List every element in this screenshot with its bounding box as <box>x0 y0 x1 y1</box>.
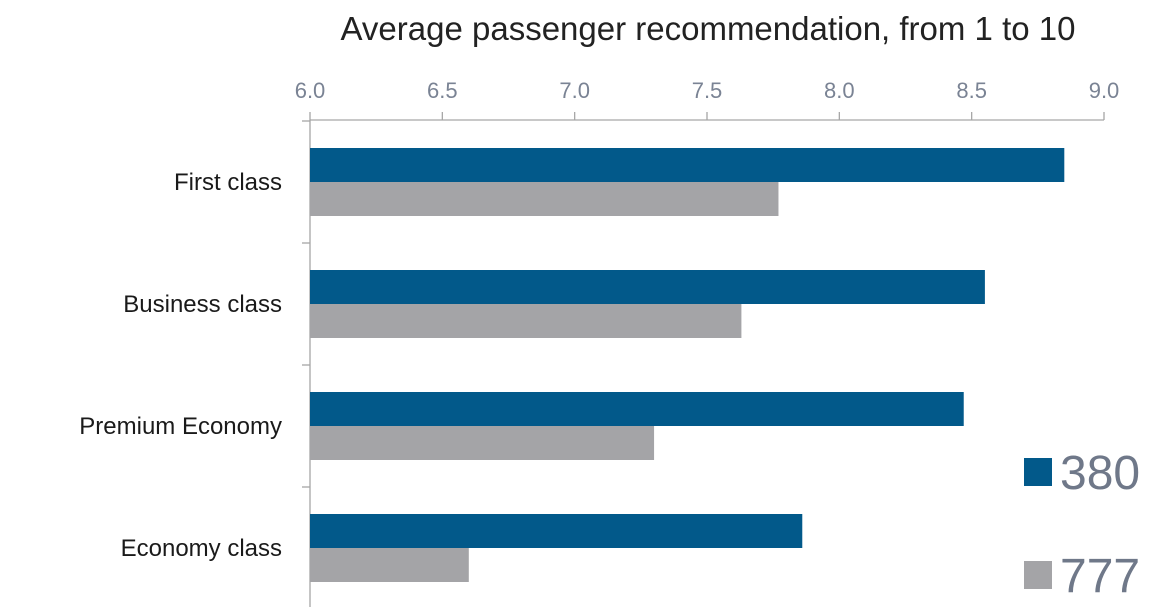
bar-380-premium-economy <box>310 392 964 426</box>
bar-777-premium-economy <box>310 426 655 460</box>
legend: 380 777 <box>1024 447 1140 603</box>
x-tick-label: 6.0 <box>295 78 326 103</box>
bar-777-first-class <box>310 182 779 216</box>
x-tick-label: 7.5 <box>692 78 723 103</box>
bars <box>310 148 1065 582</box>
x-tick-label: 8.5 <box>956 78 987 103</box>
bar-777-economy-class <box>310 548 469 582</box>
x-tick-label: 7.0 <box>559 78 590 103</box>
x-tick-label: 8.0 <box>824 78 855 103</box>
category-label: First class <box>174 169 282 196</box>
bar-380-economy-class <box>310 514 803 548</box>
x-tick-label: 6.5 <box>427 78 458 103</box>
chart-title: Average passenger recommendation, from 1… <box>341 10 1076 47</box>
x-tick-label: 9.0 <box>1089 78 1120 103</box>
legend-swatch-380 <box>1024 458 1052 486</box>
legend-label-777: 777 <box>1060 550 1140 603</box>
x-axis-tick-labels: 6.0 6.5 7.0 7.5 8.0 8.5 9.0 <box>295 78 1120 103</box>
category-label: Economy class <box>121 535 282 562</box>
category-label: Business class <box>123 291 282 318</box>
bar-380-first-class <box>310 148 1065 182</box>
category-label: Premium Economy <box>79 413 282 440</box>
legend-swatch-777 <box>1024 561 1052 589</box>
bar-380-business-class <box>310 270 985 304</box>
legend-label-380: 380 <box>1060 447 1140 500</box>
category-labels: First class Business class Premium Economy… <box>79 169 282 562</box>
bar-777-business-class <box>310 304 742 338</box>
